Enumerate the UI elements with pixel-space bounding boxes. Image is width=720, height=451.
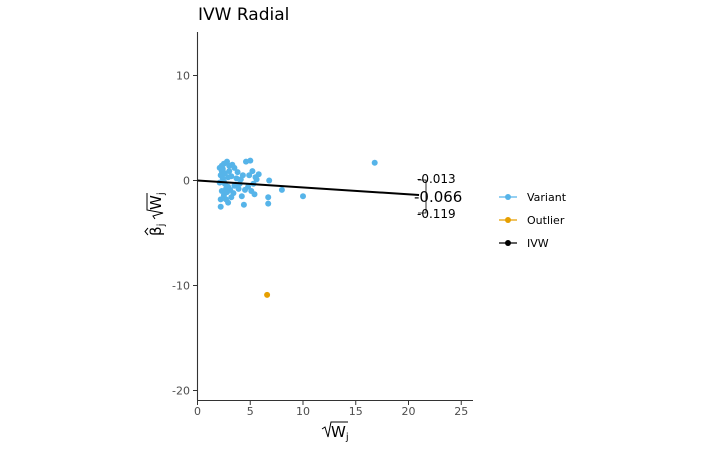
variant-point [233, 175, 240, 182]
variant-point [217, 196, 224, 203]
variant-point [253, 176, 260, 183]
x-tick-label: 20 [402, 405, 416, 418]
variant-point [226, 168, 233, 175]
x-axis-title-base: W [331, 423, 346, 441]
y-axis-title-beta: β [147, 226, 165, 236]
y-axis-title-radical [146, 193, 164, 220]
variant-point [247, 157, 254, 164]
legend-label-variant: Variant [527, 191, 567, 204]
variant-point [225, 199, 232, 206]
variant-point [371, 159, 378, 166]
variant-point [300, 193, 306, 200]
chart-title: IVW Radial [198, 5, 289, 25]
ivw-annotation: -0.013 -0.066 -0.119 [414, 172, 462, 221]
y-axis: -20 -10 0 10 [172, 32, 199, 400]
legend-item-ivw: IVW [499, 237, 549, 250]
ivw-estimate-label: -0.066 [414, 188, 462, 206]
x-tick-label: 25 [454, 405, 468, 418]
variant-point [225, 174, 232, 181]
x-axis-title: Wj [321, 421, 349, 443]
variant-point [239, 172, 246, 179]
data-points [216, 157, 378, 298]
y-ticks: -20 -10 0 10 [172, 70, 198, 398]
ci-lower-label: -0.119 [417, 207, 456, 221]
variant-point [251, 191, 258, 198]
x-tick-label: 0 [194, 405, 201, 418]
svg-text:Wj: Wj [147, 192, 167, 210]
variant-point [242, 186, 248, 193]
y-axis-title: βj Wj [144, 192, 167, 236]
x-tick-label: 15 [349, 405, 363, 418]
variant-point [265, 200, 272, 207]
variant-point [234, 169, 241, 176]
y-axis-title-w-sub: j [156, 192, 167, 196]
legend-label-outlier: Outlier [527, 214, 565, 227]
y-tick-label: 10 [176, 70, 190, 83]
variant-point [255, 171, 262, 178]
variant-point [278, 186, 285, 193]
legend: Variant Outlier IVW [499, 191, 567, 250]
variant-point [218, 162, 225, 169]
svg-text:βj: βj [147, 224, 167, 236]
ci-bracket [418, 179, 427, 214]
variant-point [217, 203, 224, 210]
x-axis: 0 5 10 15 20 25 [194, 399, 473, 418]
variant-point [249, 168, 256, 175]
x-tick-label: 5 [247, 405, 254, 418]
variant-point [238, 193, 245, 200]
svg-text:Wj: Wj [331, 423, 349, 443]
y-axis-title-hat [144, 227, 149, 236]
variant-point [231, 182, 238, 189]
legend-key-outlier [505, 217, 511, 223]
variant-point [229, 161, 236, 168]
variant-point [235, 185, 242, 192]
variant-point [265, 194, 272, 201]
y-tick-label: -10 [172, 280, 190, 293]
legend-item-variant: Variant [499, 191, 567, 204]
outlier-point [264, 291, 271, 298]
variant-point [266, 177, 273, 184]
variant-point [223, 185, 229, 192]
legend-item-outlier: Outlier [499, 214, 565, 227]
y-axis-title-beta-sub: j [156, 224, 167, 228]
x-ticks: 0 5 10 15 20 25 [194, 400, 468, 418]
variant-point [246, 172, 253, 179]
ivw-fit-line [197, 179, 420, 197]
y-tick-label: 0 [183, 175, 190, 188]
x-tick-label: 10 [296, 405, 310, 418]
y-tick-label: -20 [172, 385, 190, 398]
ci-upper-label: -0.013 [417, 172, 456, 186]
legend-label-ivw: IVW [527, 237, 549, 250]
variant-point [228, 194, 235, 201]
variant-point [240, 201, 247, 208]
legend-key-ivw [505, 240, 511, 246]
legend-key-variant [505, 194, 511, 200]
x-axis-title-radical [321, 421, 348, 438]
x-axis-title-sub: j [345, 432, 349, 443]
y-axis-title-w: W [147, 195, 165, 210]
